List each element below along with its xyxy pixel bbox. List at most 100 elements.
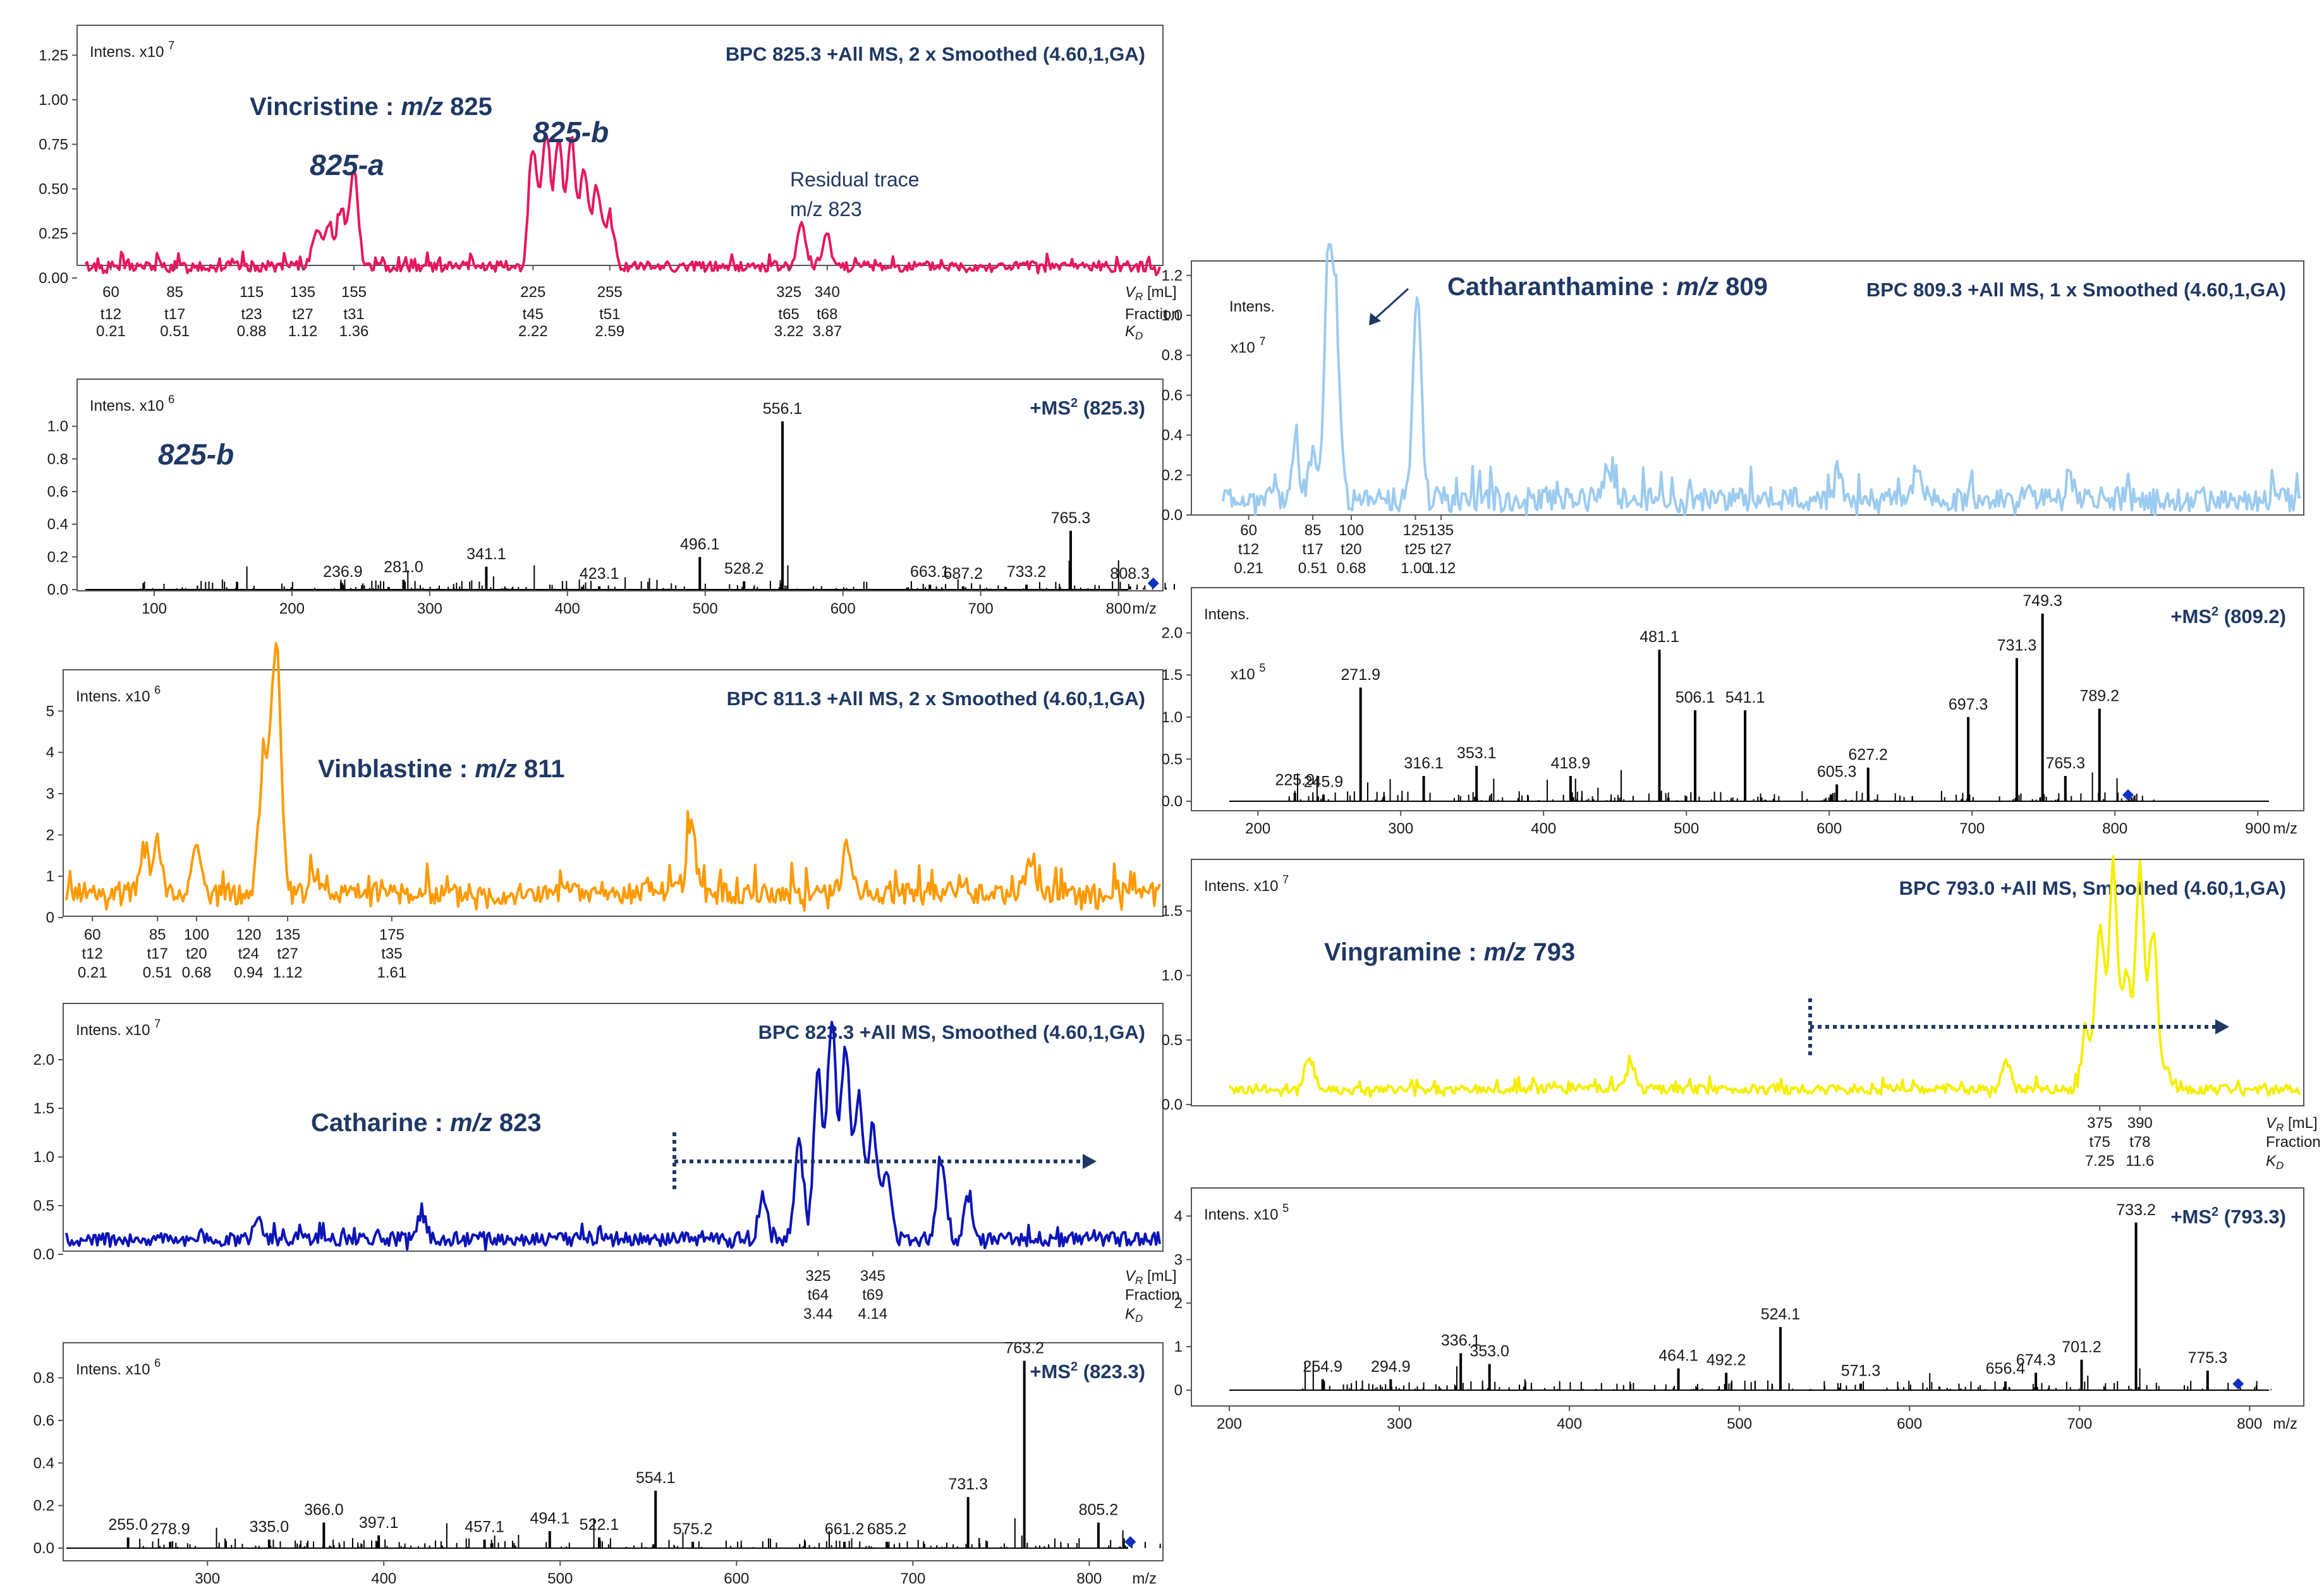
x-tick-vr: 100 [1339, 522, 1364, 539]
residual-trace-mz: m/z 823 [790, 198, 862, 221]
x-tick-label: 200 [279, 600, 305, 617]
x-tick-label: 300 [195, 1570, 220, 1587]
ms-peak-label: 281.0 [384, 558, 423, 576]
y-tick-label: 0.8 [33, 1370, 54, 1387]
x-tick-label: 600 [1897, 1415, 1922, 1432]
ms-peak-label: 805.2 [1079, 1501, 1119, 1519]
x-tick-label: 400 [555, 600, 580, 617]
chromatogram-trace [1222, 243, 2302, 516]
axis-label-vr-sub: R [1135, 1275, 1143, 1287]
ms-peak-label: 225.9 [1275, 772, 1315, 789]
y-tick-label: 0.4 [33, 1455, 54, 1472]
x-tick-fraction: t31 [343, 306, 364, 323]
y-tick-label: 4 [46, 744, 54, 761]
axis-label-fraction: Fraction [1125, 306, 1180, 323]
x-tick-label: 800 [2237, 1415, 2262, 1432]
panel-title: BPC 809.3 +All MS, 1 x Smoothed (4.60,1,… [1866, 279, 2286, 301]
x-tick-kd: 0.68 [1337, 560, 1366, 577]
axis-label-kd: KD [2266, 1153, 2284, 1172]
ms-peak-label: 457.1 [465, 1518, 504, 1536]
y-tick-label: 2.0 [1162, 625, 1183, 642]
label-825-a: 825-a [310, 148, 384, 181]
x-tick-kd: 0.21 [96, 323, 126, 340]
x-tick-kd: 0.88 [237, 323, 267, 340]
intensity-x10: x10 5 [1231, 662, 1265, 683]
axis-label-vr-sub: R [1135, 291, 1143, 303]
x-tick-fraction: t51 [599, 306, 620, 323]
y-tick-label: 0.4 [47, 516, 68, 533]
ms-peak-label: 522.1 [580, 1516, 619, 1534]
x-tick-label: 600 [1816, 820, 1842, 837]
x-tick-fraction: t23 [241, 306, 262, 323]
title-text: (793.3) [2218, 1206, 2286, 1228]
ms-peak-label: 236.9 [323, 563, 363, 581]
y-tick-label: 0.5 [1162, 751, 1183, 768]
panel-frame [1191, 587, 2304, 811]
ms-peak-label: 575.2 [673, 1520, 713, 1538]
axis-label-fraction: Fraction [1125, 1287, 1180, 1304]
ms-peak-label: 765.3 [1051, 509, 1091, 527]
x-tick-kd: 0.21 [78, 964, 107, 981]
x-tick-label: 300 [1388, 820, 1413, 837]
y-tick-label: 2.0 [33, 1051, 54, 1069]
p1-annotations: 825-a 825-b Residual trace m/z 823 [310, 116, 920, 221]
compound-label: Catharanthamine : m/z 809 [1447, 273, 1768, 301]
ms-peak-label: 541.1 [1725, 689, 1765, 706]
intensity-label: Intens. x10 7 [76, 1017, 161, 1039]
x-tick-vr: 135 [1428, 522, 1454, 539]
x-tick-kd: 0.51 [143, 964, 173, 981]
ms-peak-label: 255.0 [108, 1516, 148, 1534]
catharanthamine-arrow-head [1369, 313, 1381, 325]
y-tick-label: 0 [1174, 1382, 1183, 1399]
x-tick-fraction: t45 [523, 306, 544, 323]
ms-peak-label: 524.1 [1761, 1305, 1801, 1323]
x-tick-vr: 60 [102, 284, 119, 301]
x-tick-fraction: t78 [2129, 1134, 2150, 1151]
axis-label-vr-symbol: V [1125, 1268, 1136, 1285]
title-text: +MS [2170, 1206, 2211, 1228]
panel-frame [76, 379, 1164, 591]
ms-peak-label: 765.3 [2045, 754, 2085, 772]
x-tick-vr: 135 [290, 284, 315, 301]
axis-label-kd-symbol: K [2266, 1153, 2277, 1170]
ms-peak-label: 627.2 [1848, 746, 1888, 764]
ms-peak-label: 731.3 [948, 1475, 988, 1493]
x-tick-label: 900 [2245, 820, 2270, 837]
title-superscript: 2 [1071, 1360, 1078, 1374]
ms-peak-label: 271.9 [1341, 666, 1380, 684]
y-tick-label: 0.0 [1162, 1096, 1183, 1113]
panel-p6: 0.0 0.2 0.4 0.6 0.8 1.0 1.2 Intens. x10 7 BPC 80… [1162, 243, 2304, 577]
y-tick-label: 0.8 [1162, 347, 1183, 364]
ms-peak-label: 697.3 [1949, 696, 1988, 713]
ms-peak-label: 481.1 [1640, 628, 1679, 646]
spectrum-label: 825-b [158, 438, 234, 471]
panel-title: +MS2 (809.2) [2170, 605, 2286, 627]
y-tick-label: 1.0 [1162, 307, 1183, 324]
x-tick-kd: 3.44 [803, 1305, 833, 1323]
x-tick-kd: 2.22 [518, 323, 548, 340]
ms-peak-label: 423.1 [580, 565, 619, 583]
intensity-label: Intens. x10 5 [1204, 1202, 1289, 1223]
axis-label-vr: VR [mL] [2266, 1115, 2318, 1134]
panel-p1: 0.00 0.25 0.50 0.75 1.00 1.25 Intens. x10 7 BPC… [39, 25, 1180, 342]
x-tick-vr: 85 [1305, 522, 1322, 539]
panel-p8: 0.0 0.5 1.0 1.5 Intens. x10 7 BPC 793.0 +All … [1162, 855, 2321, 1172]
catharanthamine-arrow-line [1373, 288, 1409, 320]
ms-peak-label: 733.2 [2116, 1201, 2156, 1219]
intensity-exp: 6 [154, 1357, 161, 1369]
x-tick-fraction: t27 [277, 945, 298, 962]
catharine-range-arrow [672, 1132, 1097, 1189]
precursor-marker [2232, 1378, 2244, 1390]
y-tick-label: 0.2 [1162, 467, 1183, 484]
y-tick-label: 0.6 [33, 1412, 54, 1429]
x-tick-fraction: t69 [862, 1287, 883, 1304]
chromatogram-trace [84, 132, 1161, 277]
ms-peak-label: 775.3 [2188, 1349, 2228, 1367]
compound-mz: m/z [1676, 273, 1719, 301]
x-unit-label: m/z [1132, 600, 1157, 617]
title-text: +MS [1030, 397, 1071, 419]
y-tick-label: 0.75 [39, 136, 68, 153]
x-tick-kd: 1.00 [1401, 560, 1430, 577]
